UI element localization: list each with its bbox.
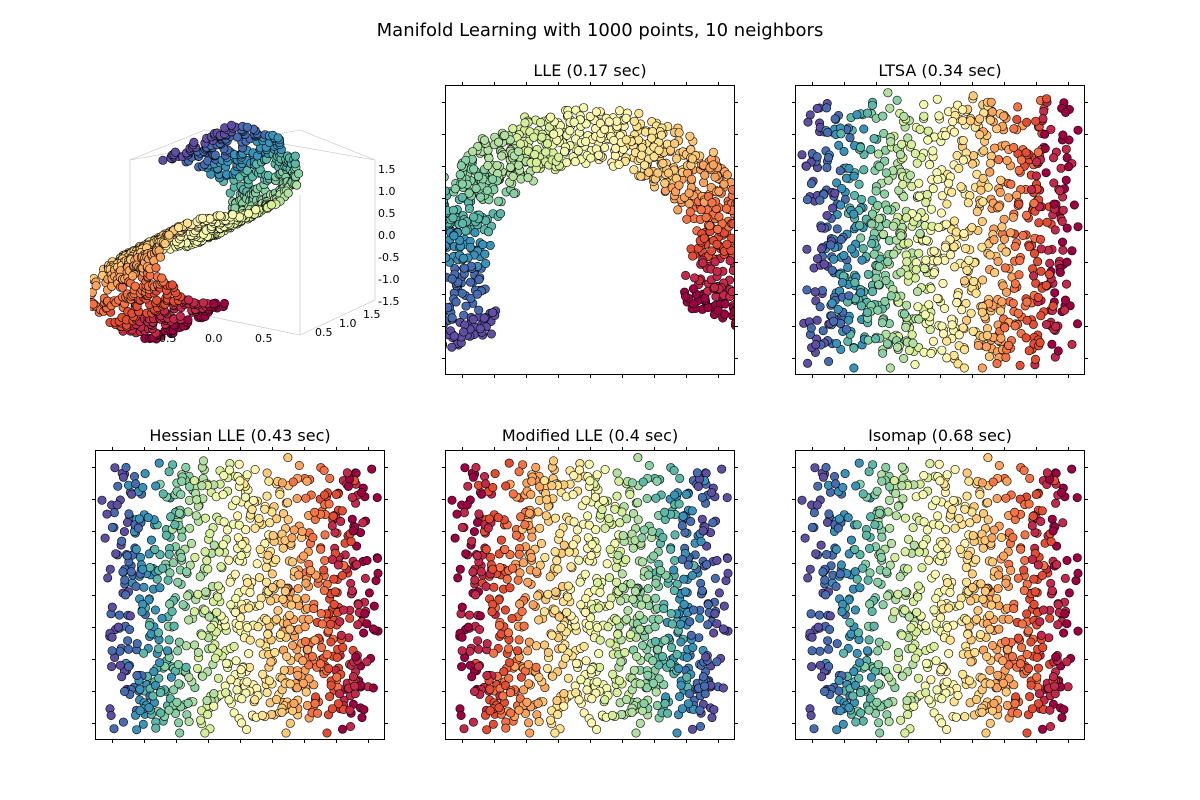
panel-hessian-lle: Hessian LLE (0.43 sec): [95, 450, 385, 740]
panel-ltsa: LTSA (0.34 sec): [795, 85, 1085, 375]
axis3d-x-tick: 0.0: [205, 332, 223, 345]
axis3d-z-tick: -1.0: [378, 273, 399, 286]
axis3d-z-tick: 1.5: [378, 163, 396, 176]
panel-3d-scurve: -1.5-1.0-0.50.00.51.01.5-0.50.00.50.51.0…: [90, 100, 390, 360]
axis3d-y-tick: 1.5: [363, 308, 381, 321]
axis3d-x-tick: -0.5: [155, 332, 176, 345]
panel-iso-title: Isomap (0.68 sec): [795, 426, 1085, 445]
panel-modified-lle: Modified LLE (0.4 sec): [445, 450, 735, 740]
axis3d-z-tick: -0.5: [378, 251, 399, 264]
axis3d-x-tick: 0.5: [255, 332, 273, 345]
panel-ltsa-title: LTSA (0.34 sec): [795, 61, 1085, 80]
panel-isomap: Isomap (0.68 sec): [795, 450, 1085, 740]
figure-suptitle: Manifold Learning with 1000 points, 10 n…: [0, 20, 1200, 41]
axis3d-z-tick: 0.5: [378, 207, 396, 220]
panel-lle-title: LLE (0.17 sec): [445, 61, 735, 80]
axis3d-z-tick: 0.0: [378, 229, 396, 242]
axis3d-z-tick: 1.0: [378, 185, 396, 198]
panel-lle: LLE (0.17 sec): [445, 85, 735, 375]
axis3d-y-tick: 1.0: [339, 317, 357, 330]
axis3d-z-tick: -1.5: [378, 295, 399, 308]
axis3d-y-tick: 0.5: [315, 326, 333, 339]
panel-mlle-title: Modified LLE (0.4 sec): [445, 426, 735, 445]
panel-hlle-title: Hessian LLE (0.43 sec): [95, 426, 385, 445]
